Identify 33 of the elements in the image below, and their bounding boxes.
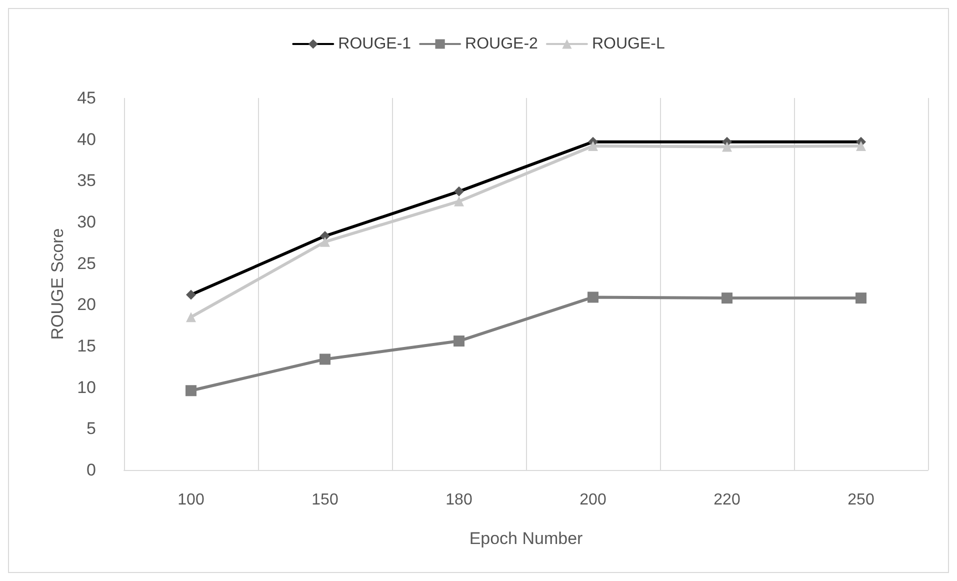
y-tick-label: 35	[77, 171, 96, 190]
point	[186, 312, 196, 322]
y-tick-label: 10	[77, 378, 96, 397]
y-tick-label: 30	[77, 212, 96, 232]
y-tick-label: 25	[77, 254, 96, 273]
y-tick-label: 40	[77, 130, 96, 149]
legend-label: ROUGE-1	[338, 36, 412, 52]
x-tick-label: 200	[580, 492, 606, 508]
y-tick-label: 15	[77, 336, 96, 356]
x-tick-label: 180	[446, 492, 472, 508]
point	[588, 292, 598, 303]
point	[588, 140, 598, 151]
point	[320, 236, 330, 247]
point	[454, 196, 464, 206]
x-tick-label: 250	[848, 492, 874, 508]
legend-label: ROUGE-L	[592, 36, 665, 52]
y-tick-label: 0	[86, 460, 96, 480]
y-axis-title: ROUGE Score	[48, 228, 67, 340]
x-axis-title: Epoch Number	[469, 529, 584, 548]
x-tick-label: 220	[714, 492, 740, 508]
point	[722, 292, 732, 304]
point	[320, 354, 330, 365]
legend-label: ROUGE-2	[465, 36, 538, 52]
y-tick-label: 45	[77, 88, 96, 108]
y-tick-label: 5	[86, 419, 96, 438]
point	[454, 336, 464, 347]
point	[856, 140, 866, 151]
point	[722, 142, 732, 152]
x-tick-label: 150	[312, 492, 338, 508]
x-tick-label: 100	[178, 492, 204, 508]
point	[186, 385, 196, 396]
y-tick-label: 20	[77, 295, 96, 314]
point	[856, 292, 866, 304]
